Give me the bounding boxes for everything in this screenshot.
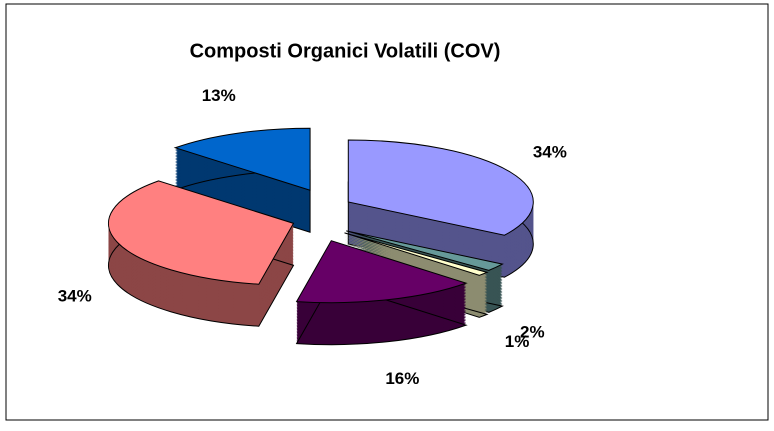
slice-top <box>346 230 504 271</box>
data-label: 1% <box>505 332 530 351</box>
slice-bottom-edge <box>344 274 489 318</box>
slice-top <box>344 232 489 276</box>
data-label: 16% <box>385 369 419 388</box>
pie-slice <box>295 240 468 346</box>
slice-top <box>173 127 311 191</box>
slice-bottom-edge <box>346 272 504 313</box>
pie-slice <box>108 180 295 327</box>
slice-top <box>295 240 468 304</box>
pie-slice <box>347 139 534 278</box>
slice-bottom-edge <box>295 282 468 346</box>
slice-top <box>347 139 534 236</box>
chart-title: Composti Organici Volatili (COV) <box>190 40 501 62</box>
data-label: 34% <box>533 142 567 161</box>
data-label: 2% <box>520 322 545 341</box>
slice-top <box>108 180 295 285</box>
data-label: 34% <box>58 286 92 305</box>
pie-slice <box>173 127 311 233</box>
data-label: 13% <box>202 86 236 105</box>
